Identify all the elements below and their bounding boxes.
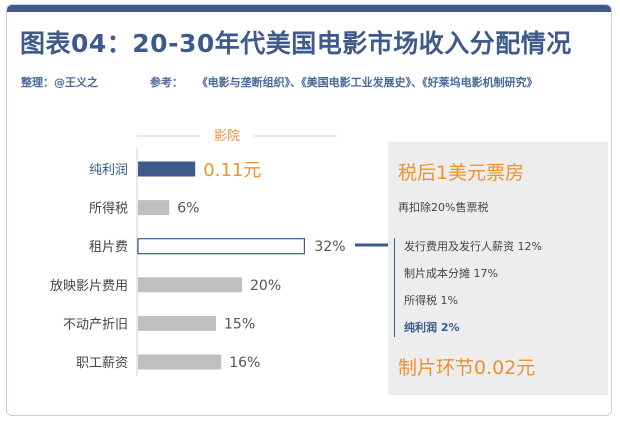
- value-label: 15%: [224, 316, 255, 332]
- reference-label: 参考：: [149, 76, 183, 89]
- panel-footer: 制片环节0.02元: [398, 357, 536, 379]
- category-label: 放映影片费用: [50, 279, 128, 294]
- panel-subtitle: 再扣除20%售票税: [398, 201, 489, 214]
- infographic-frame: 图表04：20-30年代美国电影市场收入分配情况 整理：@王义之 参考： 《电影…: [6, 4, 612, 416]
- bar: [138, 315, 216, 331]
- bar: [137, 238, 305, 255]
- compiler-credit: 整理：@王义之: [21, 76, 98, 89]
- bar: [138, 277, 242, 293]
- bar: [138, 200, 170, 216]
- bar: [138, 161, 196, 177]
- bar: [138, 354, 222, 370]
- value-label: 32%: [314, 239, 345, 255]
- category-label: 纯利润: [89, 163, 128, 178]
- value-label: 16%: [229, 355, 260, 371]
- cinema-group-label: 影院: [214, 129, 240, 144]
- credits-line: 整理：@王义之 参考： 《电影与垄断组织》、《美国电影工业发展史》、《好莱坞电影…: [21, 74, 538, 90]
- breakdown-item: 纯利润 2%: [404, 321, 460, 334]
- breakdown-item: 所得税 1%: [404, 294, 458, 307]
- category-label: 所得税: [89, 201, 128, 217]
- value-label: 20%: [250, 278, 281, 294]
- producer-breakdown-panel: 税后1美元票房 再扣除20%售票税 发行费用及发行人薪资 12% 制片成本分摊 1…: [388, 142, 608, 395]
- category-label: 职工薪资: [76, 356, 128, 371]
- panel-title: 税后1美元票房: [398, 162, 525, 184]
- category-label: 租片费: [89, 240, 128, 255]
- reference-list: 《电影与垄断组织》、《美国电影工业发展史》、《好莱坞电影机制研究》: [196, 76, 538, 89]
- top-accent-bar: [7, 5, 611, 12]
- category-label: 不动产折旧: [63, 317, 128, 332]
- breakdown-item: 制片成本分摊 17%: [404, 267, 498, 280]
- breakdown-item: 发行费用及发行人薪资 12%: [404, 240, 542, 253]
- value-label: 0.11元: [203, 160, 261, 181]
- page-title: 图表04：20-30年代美国电影市场收入分配情况: [20, 29, 572, 58]
- value-label: 6%: [177, 201, 199, 217]
- breakdown-bracket-line: [394, 238, 395, 337]
